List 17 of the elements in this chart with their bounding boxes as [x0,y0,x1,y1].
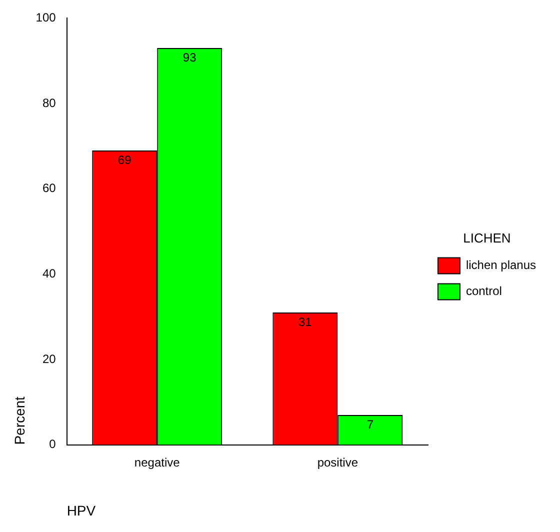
legend-label: control [466,284,502,298]
data-label: 93 [182,50,197,64]
y-tick-label: 60 [42,181,56,196]
y-tick-label: 100 [36,10,56,25]
x-tick-label: negative [134,455,180,470]
data-label: 7 [366,417,374,432]
y-axis-title: Percent [11,396,28,445]
y-tick-label: 80 [42,96,56,110]
y-tick-label: 20 [42,352,56,366]
x-tick-label: positive [317,455,358,470]
x-axis-title: HPV [66,502,96,518]
legend-label: lichen planus [466,258,536,272]
data-label: 69 [118,152,132,167]
y-tick-label: 40 [42,266,56,280]
y-tick-label: 0 [49,437,56,452]
legend-title: LICHEN [463,230,511,246]
data-label: 31 [298,314,312,329]
